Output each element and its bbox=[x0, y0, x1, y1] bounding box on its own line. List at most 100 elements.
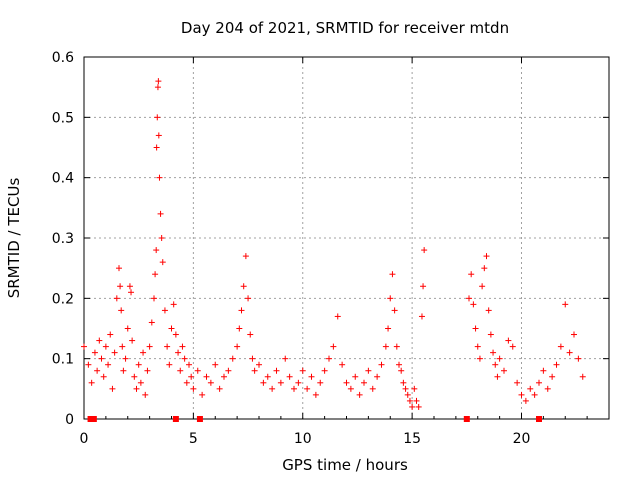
data-point bbox=[501, 367, 507, 374]
data-point bbox=[120, 367, 127, 374]
y-tick-label: 0.6 bbox=[52, 50, 74, 66]
data-point bbox=[260, 379, 267, 386]
data-point bbox=[420, 283, 427, 290]
data-point bbox=[544, 385, 551, 392]
data-point bbox=[406, 397, 413, 404]
data-point bbox=[553, 361, 560, 368]
data-point bbox=[242, 253, 249, 260]
data-point bbox=[229, 355, 236, 362]
data-point bbox=[536, 379, 542, 386]
data-point bbox=[492, 361, 499, 368]
data-point bbox=[249, 355, 256, 362]
data-point bbox=[295, 379, 302, 386]
y-tick-label: 0.1 bbox=[52, 352, 74, 368]
grid-lines bbox=[84, 57, 609, 419]
data-point bbox=[172, 331, 179, 338]
data-point bbox=[119, 343, 126, 350]
data-point bbox=[153, 144, 160, 151]
data-point bbox=[282, 355, 289, 362]
data-point bbox=[494, 373, 501, 380]
data-point bbox=[158, 235, 165, 241]
chart-title: Day 204 of 2021, SRMTID for receiver mtd… bbox=[181, 19, 509, 37]
data-point bbox=[179, 343, 186, 350]
y-tick-label: 0.3 bbox=[52, 231, 74, 247]
data-point bbox=[540, 367, 547, 374]
data-point bbox=[212, 361, 219, 368]
data-point bbox=[326, 355, 332, 362]
data-point bbox=[151, 295, 157, 302]
data-point bbox=[203, 373, 210, 380]
data-point bbox=[566, 349, 573, 356]
data-point bbox=[518, 391, 525, 398]
data-point bbox=[245, 295, 252, 302]
data-point bbox=[116, 265, 122, 272]
data-point bbox=[154, 114, 161, 121]
data-point bbox=[111, 349, 118, 356]
data-point bbox=[207, 379, 214, 386]
data-point bbox=[98, 355, 105, 362]
y-tick-label: 0.2 bbox=[52, 291, 74, 307]
data-point bbox=[398, 367, 405, 374]
data-point bbox=[247, 331, 254, 338]
data-point bbox=[269, 385, 276, 392]
data-point bbox=[140, 349, 147, 356]
data-point bbox=[415, 403, 422, 410]
data-point bbox=[421, 247, 428, 254]
data-point bbox=[170, 301, 177, 308]
data-point bbox=[409, 403, 416, 410]
data-point bbox=[188, 373, 195, 380]
data-point bbox=[199, 391, 206, 398]
data-point bbox=[129, 337, 136, 344]
data-point bbox=[352, 373, 359, 380]
data-point bbox=[413, 397, 420, 404]
gap-marker bbox=[172, 416, 179, 422]
gap-marker bbox=[196, 416, 203, 422]
data-point bbox=[479, 283, 486, 290]
y-tick-label: 0 bbox=[65, 412, 74, 428]
data-point bbox=[277, 379, 284, 386]
data-point bbox=[100, 373, 107, 380]
data-point bbox=[557, 343, 564, 350]
data-point bbox=[273, 367, 280, 374]
data-point bbox=[238, 307, 245, 314]
data-point bbox=[562, 301, 569, 308]
data-point bbox=[236, 325, 243, 332]
data-point bbox=[135, 361, 142, 368]
data-point bbox=[299, 367, 306, 374]
data-point bbox=[418, 313, 425, 320]
data-point bbox=[168, 325, 175, 332]
data-point bbox=[156, 174, 163, 181]
data-point bbox=[164, 343, 171, 350]
data-point bbox=[177, 367, 184, 374]
data-point bbox=[113, 295, 120, 302]
data-point bbox=[131, 373, 138, 380]
x-tick-label: 15 bbox=[403, 431, 421, 447]
data-point bbox=[166, 361, 173, 368]
data-point bbox=[128, 289, 135, 296]
data-point bbox=[142, 391, 149, 398]
data-point bbox=[190, 385, 197, 392]
y-axis-label: SRMTID / TECUs bbox=[5, 178, 23, 299]
data-point bbox=[183, 379, 190, 386]
data-point bbox=[240, 283, 247, 290]
data-point bbox=[155, 132, 162, 139]
data-point bbox=[385, 325, 392, 332]
data-point bbox=[505, 337, 512, 344]
data-point bbox=[137, 379, 144, 386]
data-point bbox=[472, 325, 479, 332]
data-point bbox=[575, 355, 582, 362]
data-point bbox=[485, 307, 492, 314]
y-tick-label: 0.5 bbox=[52, 110, 74, 126]
data-point bbox=[308, 373, 315, 380]
x-tick-label: 10 bbox=[294, 431, 312, 447]
data-point bbox=[256, 361, 262, 368]
data-point bbox=[330, 343, 337, 350]
data-point bbox=[124, 325, 131, 332]
data-point bbox=[509, 343, 516, 350]
data-point bbox=[107, 331, 114, 338]
data-point bbox=[496, 355, 503, 362]
data-point bbox=[571, 331, 577, 338]
data-point bbox=[400, 379, 407, 386]
data-point bbox=[369, 385, 376, 392]
data-point bbox=[334, 313, 341, 320]
